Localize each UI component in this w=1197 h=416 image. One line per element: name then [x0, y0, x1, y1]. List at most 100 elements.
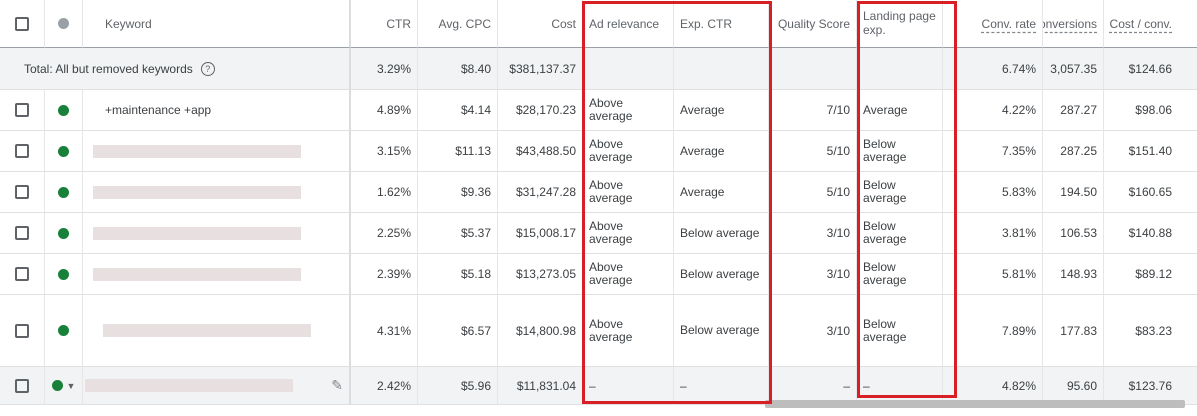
row-quality-score: –	[769, 367, 857, 405]
row-ctr: 4.89%	[351, 90, 418, 131]
total-ad-relevance	[583, 48, 674, 90]
redacted-keyword	[93, 226, 301, 240]
select-all-checkbox[interactable]	[15, 16, 29, 31]
row-ctr: 2.42%	[351, 367, 418, 405]
row-checkbox[interactable]	[15, 267, 29, 281]
row-status	[45, 295, 83, 367]
row-conversions: 287.27	[1043, 90, 1104, 131]
row-checkbox-cell	[0, 295, 45, 367]
row-avg-cpc: $9.36	[418, 172, 498, 213]
row-exp-ctr: Below average	[674, 295, 769, 367]
row-cost-per-conv: $151.40	[1104, 131, 1178, 172]
row-avg-cpc: $4.14	[418, 90, 498, 131]
header-cost[interactable]: Cost	[498, 0, 583, 48]
row-ctr: 3.15%	[351, 131, 418, 172]
header-exp-ctr[interactable]: Exp. CTR	[674, 0, 769, 48]
header-keyword[interactable]: Keyword	[83, 0, 351, 48]
row-ad-relevance: Above average	[583, 213, 674, 254]
row-conv-rate: 7.89%	[943, 295, 1043, 367]
total-row-label: Total: All but removed keywords ?	[0, 48, 351, 90]
redacted-keyword	[103, 324, 311, 337]
row-checkbox[interactable]	[15, 185, 29, 199]
pencil-icon[interactable]: ✎	[331, 377, 343, 393]
row-quality-score: 3/10	[769, 254, 857, 295]
row-keyword[interactable]	[83, 295, 351, 367]
redacted-keyword	[93, 185, 301, 199]
row-ctr: 4.31%	[351, 295, 418, 367]
green-dot-icon[interactable]	[51, 380, 63, 391]
row-keyword[interactable]	[83, 213, 351, 254]
row-avg-cpc: $5.37	[418, 213, 498, 254]
row-exp-ctr: Average	[674, 131, 769, 172]
row-cost-per-conv: $140.88	[1104, 213, 1178, 254]
header-conv-rate[interactable]: Conv. rate	[943, 0, 1043, 48]
row-conversions: 106.53	[1043, 213, 1104, 254]
row-checkbox[interactable]	[15, 103, 29, 117]
header-ad-relevance[interactable]: Ad relevance	[583, 0, 674, 48]
row-cost: $13,273.05	[498, 254, 583, 295]
row-conversions: 148.93	[1043, 254, 1104, 295]
row-keyword[interactable]: +maintenance +app	[83, 90, 351, 131]
total-cost-per-conv: $124.66	[1104, 48, 1178, 90]
row-ad-relevance: Above average	[583, 172, 674, 213]
header-cost-per-conv[interactable]: Cost / conv.	[1104, 0, 1178, 48]
row-keyword[interactable]	[83, 131, 351, 172]
row-checkbox-cell	[0, 172, 45, 213]
row-ctr: 2.39%	[351, 254, 418, 295]
horizontal-scrollbar[interactable]	[765, 400, 1185, 408]
row-avg-cpc: $6.57	[418, 295, 498, 367]
header-quality-score[interactable]: Quality Score	[769, 0, 857, 48]
row-conversions: 194.50	[1043, 172, 1104, 213]
row-keyword[interactable]: ✎	[83, 367, 351, 405]
row-ctr: 1.62%	[351, 172, 418, 213]
row-checkbox[interactable]	[15, 378, 29, 393]
row-checkbox[interactable]	[15, 144, 29, 158]
total-conv-rate: 6.74%	[943, 48, 1043, 90]
row-keyword[interactable]	[83, 172, 351, 213]
row-cost: $43,488.50	[498, 131, 583, 172]
row-ctr: 2.25%	[351, 213, 418, 254]
row-checkbox[interactable]	[15, 226, 29, 240]
row-cost: $31,247.28	[498, 172, 583, 213]
total-conversions: 3,057.35	[1043, 48, 1104, 90]
gray-dot-icon	[58, 18, 69, 29]
row-conv-rate: 4.82%	[943, 367, 1043, 405]
row-quality-score: 7/10	[769, 90, 857, 131]
status-header	[45, 0, 83, 48]
green-dot-icon[interactable]	[58, 268, 69, 280]
row-checkbox[interactable]	[15, 323, 29, 338]
row-conv-rate: 4.22%	[943, 90, 1043, 131]
row-status	[45, 213, 83, 254]
row-conv-rate: 5.81%	[943, 254, 1043, 295]
row-keyword[interactable]	[83, 254, 351, 295]
header-landing-page[interactable]: Landing page exp.	[857, 0, 943, 48]
row-filler	[1178, 213, 1197, 254]
header-conversions[interactable]: Conversions	[1043, 0, 1104, 48]
row-cost-per-conv: $98.06	[1104, 90, 1178, 131]
green-dot-icon[interactable]	[58, 145, 69, 157]
row-cost: $14,800.98	[498, 295, 583, 367]
header-conversions-label: Conversions	[1043, 16, 1097, 31]
row-ad-relevance: Above average	[583, 90, 674, 131]
caret-down-icon[interactable]: ▼	[66, 380, 76, 391]
help-icon[interactable]: ?	[200, 61, 215, 76]
row-filler	[1178, 367, 1197, 405]
row-ad-relevance: Above average	[583, 295, 674, 367]
green-dot-icon[interactable]	[58, 325, 69, 336]
row-filler	[1178, 131, 1197, 172]
row-filler	[1178, 90, 1197, 131]
green-dot-icon[interactable]	[58, 186, 69, 198]
row-cost-per-conv: $160.65	[1104, 172, 1178, 213]
row-exp-ctr: Below average	[674, 254, 769, 295]
header-avg-cpc[interactable]: Avg. CPC	[418, 0, 498, 48]
green-dot-icon[interactable]	[58, 104, 69, 116]
green-dot-icon[interactable]	[58, 227, 69, 239]
row-landing-page: –	[857, 367, 943, 405]
row-status	[45, 254, 83, 295]
total-exp-ctr	[674, 48, 769, 90]
header-ctr[interactable]: CTR	[351, 0, 418, 48]
row-cost: $28,170.23	[498, 90, 583, 131]
row-quality-score: 5/10	[769, 172, 857, 213]
redacted-keyword	[93, 267, 301, 281]
